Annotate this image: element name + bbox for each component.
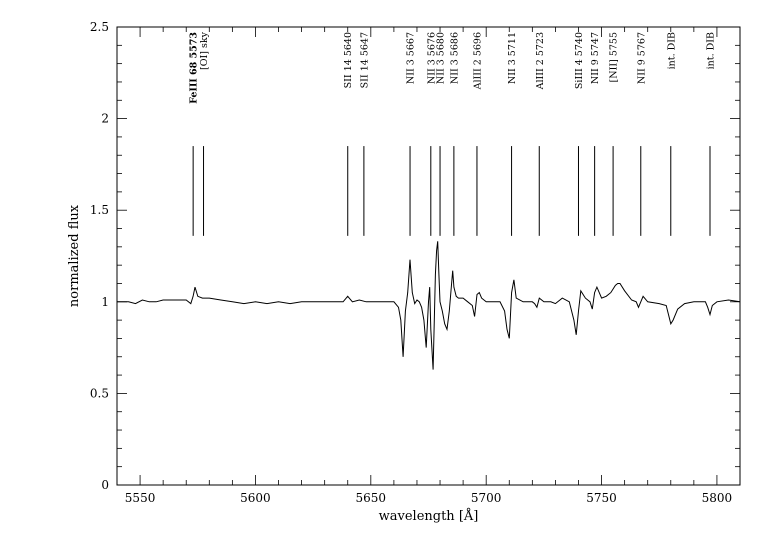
line-id-label: [NII] 5755: [609, 32, 620, 82]
line-id-label: int. DIB: [666, 32, 677, 69]
x-tick-label: 5800: [702, 491, 733, 505]
line-id-label: NII 3 5711: [507, 32, 518, 84]
line-id-label: FeIII 68 5573: [189, 32, 200, 104]
line-id-label: NII 3 5667: [406, 32, 417, 84]
y-tick-label: 2: [101, 112, 109, 126]
line-id-label: SII 14 5647: [359, 32, 370, 88]
x-tick-labels: 5550 5600 5650 5700 5750 5800: [125, 491, 732, 505]
line-id-markers: [192, 146, 711, 236]
line-id-label: NII 3 5676: [426, 32, 437, 84]
y-tick-label: 1.5: [90, 203, 109, 217]
line-id-label: NII 3 5680: [436, 32, 447, 84]
x-tick-label: 5550: [125, 491, 156, 505]
line-id-label: NII 3 5686: [449, 32, 460, 84]
y-tick-label: 0: [101, 478, 109, 492]
line-id-label: [OI] sky: [199, 31, 210, 70]
plot-frame: [116, 26, 741, 486]
line-id-label: NII 9 5767: [636, 32, 647, 84]
line-id-labels: FeIII 68 5573 [OI] sky SII 14 5640 SII 14 5…: [189, 31, 717, 104]
line-id-label: AlIII 2 5723: [535, 32, 546, 90]
line-id-label: AlIII 2 5696: [472, 32, 483, 90]
x-tick-label: 5650: [356, 491, 387, 505]
y-axis-label: normalized flux: [67, 204, 82, 307]
x-tick-label: 5600: [240, 491, 271, 505]
line-id-label: int. DIB: [706, 32, 717, 69]
line-id-label: SII 14 5640: [343, 32, 354, 88]
axis-ticks: [116, 26, 741, 486]
y-tick-label: 0.5: [90, 386, 109, 400]
y-tick-labels: 0 0.5 1 1.5 2 2.5: [90, 20, 109, 492]
line-id-label: NII 9 5747: [590, 32, 601, 84]
y-tick-label: 2.5: [90, 20, 109, 34]
line-id-label: SiIII 4 5740: [574, 32, 585, 89]
spectrum-line: [117, 241, 741, 370]
x-tick-label: 5700: [471, 491, 502, 505]
x-axis-label: wavelength [Å]: [379, 508, 479, 524]
x-tick-label: 5750: [586, 491, 617, 505]
y-tick-label: 1: [101, 295, 109, 309]
